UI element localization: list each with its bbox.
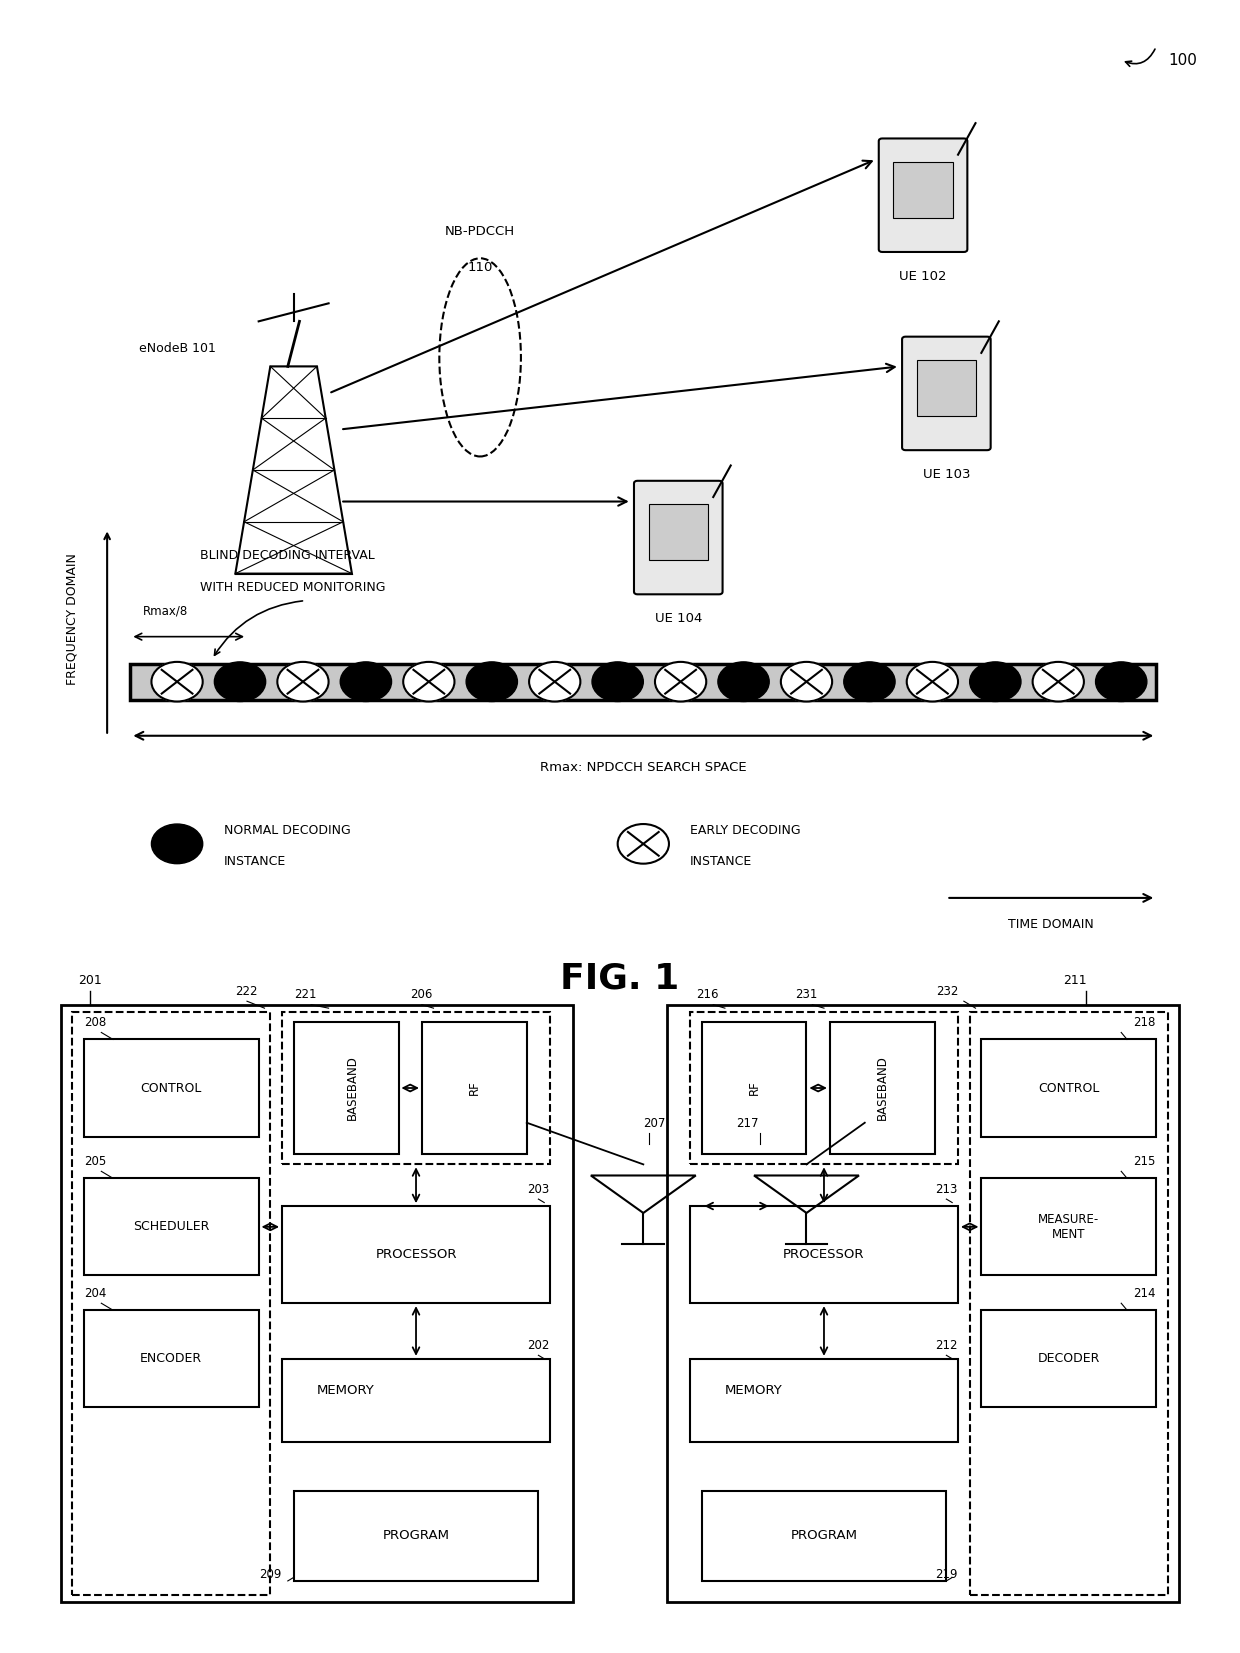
FancyBboxPatch shape [649,504,708,560]
Circle shape [1033,661,1084,701]
Text: 100: 100 [1168,53,1197,68]
Text: PROCESSOR: PROCESSOR [784,1248,864,1261]
Text: 205: 205 [84,1155,107,1167]
FancyBboxPatch shape [702,1491,946,1580]
Circle shape [151,661,202,701]
FancyBboxPatch shape [130,663,1156,699]
FancyBboxPatch shape [689,1207,959,1303]
Circle shape [843,661,895,701]
FancyBboxPatch shape [667,1005,1179,1602]
Text: PROGRAM: PROGRAM [790,1529,858,1542]
Text: PROGRAM: PROGRAM [382,1529,450,1542]
Text: BASEBAND: BASEBAND [875,1056,889,1121]
Circle shape [466,661,517,701]
Text: RF: RF [467,1081,481,1096]
FancyBboxPatch shape [901,337,991,450]
FancyBboxPatch shape [84,1179,259,1276]
Text: UE 103: UE 103 [923,468,970,481]
Text: 110: 110 [467,261,492,274]
Text: CONTROL: CONTROL [140,1081,202,1094]
Text: 209: 209 [259,1569,281,1580]
Circle shape [151,825,202,863]
Text: BLIND DECODING INTERVAL: BLIND DECODING INTERVAL [201,549,376,562]
FancyBboxPatch shape [281,1207,551,1303]
FancyBboxPatch shape [981,1179,1156,1276]
Text: 207: 207 [644,1117,666,1129]
Circle shape [278,661,329,701]
Text: MEMORY: MEMORY [725,1384,782,1397]
Text: 218: 218 [1133,1017,1156,1028]
Text: 213: 213 [935,1182,957,1195]
Text: 204: 204 [84,1286,107,1299]
Circle shape [215,661,265,701]
Text: 217: 217 [737,1117,759,1129]
Text: 215: 215 [1133,1155,1156,1167]
Circle shape [1096,661,1147,701]
FancyBboxPatch shape [879,139,967,251]
Text: CONTROL: CONTROL [1038,1081,1100,1094]
FancyBboxPatch shape [981,1311,1156,1407]
FancyBboxPatch shape [84,1040,259,1137]
Text: FREQUENCY DOMAIN: FREQUENCY DOMAIN [66,552,78,684]
Circle shape [591,661,644,701]
FancyBboxPatch shape [916,360,976,417]
Text: PROCESSOR: PROCESSOR [376,1248,456,1261]
FancyBboxPatch shape [294,1022,398,1154]
Text: 231: 231 [795,988,817,1002]
Text: eNodeB 101: eNodeB 101 [139,342,216,355]
Text: 222: 222 [236,985,258,998]
Text: 202: 202 [527,1339,549,1352]
Circle shape [781,661,832,701]
Text: 206: 206 [410,988,433,1002]
Text: 211: 211 [1063,974,1086,987]
Text: WITH REDUCED MONITORING: WITH REDUCED MONITORING [201,580,386,593]
Text: DECODER: DECODER [1038,1352,1100,1365]
FancyBboxPatch shape [61,1005,573,1602]
FancyBboxPatch shape [702,1022,806,1154]
Text: 203: 203 [527,1182,549,1195]
Circle shape [970,661,1021,701]
Text: TIME DOMAIN: TIME DOMAIN [1008,919,1094,931]
Text: RF: RF [748,1081,760,1096]
Text: INSTANCE: INSTANCE [223,855,286,868]
Text: EARLY DECODING: EARLY DECODING [689,823,801,836]
Text: 232: 232 [936,985,959,998]
Circle shape [618,825,668,863]
Text: NORMAL DECODING: NORMAL DECODING [223,823,351,836]
Circle shape [655,661,707,701]
FancyBboxPatch shape [689,1359,959,1441]
Circle shape [340,661,392,701]
Text: UE 102: UE 102 [899,269,947,283]
Circle shape [718,661,769,701]
Text: UE 104: UE 104 [655,612,702,625]
Text: ENCODER: ENCODER [140,1352,202,1365]
Text: 214: 214 [1133,1286,1156,1299]
Text: 201: 201 [78,974,102,987]
Text: 208: 208 [84,1017,107,1028]
Text: MEMORY: MEMORY [317,1384,374,1397]
FancyBboxPatch shape [634,481,723,595]
Text: MEASURE-
MENT: MEASURE- MENT [1038,1213,1100,1241]
FancyBboxPatch shape [981,1040,1156,1137]
Text: 219: 219 [935,1569,957,1580]
FancyBboxPatch shape [281,1359,551,1441]
FancyBboxPatch shape [294,1491,538,1580]
Text: FIG. 1: FIG. 1 [560,962,680,997]
Text: 212: 212 [935,1339,957,1352]
FancyBboxPatch shape [422,1022,527,1154]
FancyBboxPatch shape [830,1022,935,1154]
Text: NB-PDCCH: NB-PDCCH [445,225,515,238]
Text: INSTANCE: INSTANCE [689,855,753,868]
FancyBboxPatch shape [84,1311,259,1407]
Text: 216: 216 [696,988,718,1002]
Text: 221: 221 [294,988,316,1002]
Text: BASEBAND: BASEBAND [346,1056,358,1121]
FancyBboxPatch shape [893,162,952,218]
Circle shape [906,661,959,701]
Circle shape [529,661,580,701]
Text: SCHEDULER: SCHEDULER [133,1220,210,1233]
Circle shape [403,661,455,701]
Text: Rmax: NPDCCH SEARCH SPACE: Rmax: NPDCCH SEARCH SPACE [539,760,746,774]
Text: Rmax/8: Rmax/8 [143,603,188,617]
